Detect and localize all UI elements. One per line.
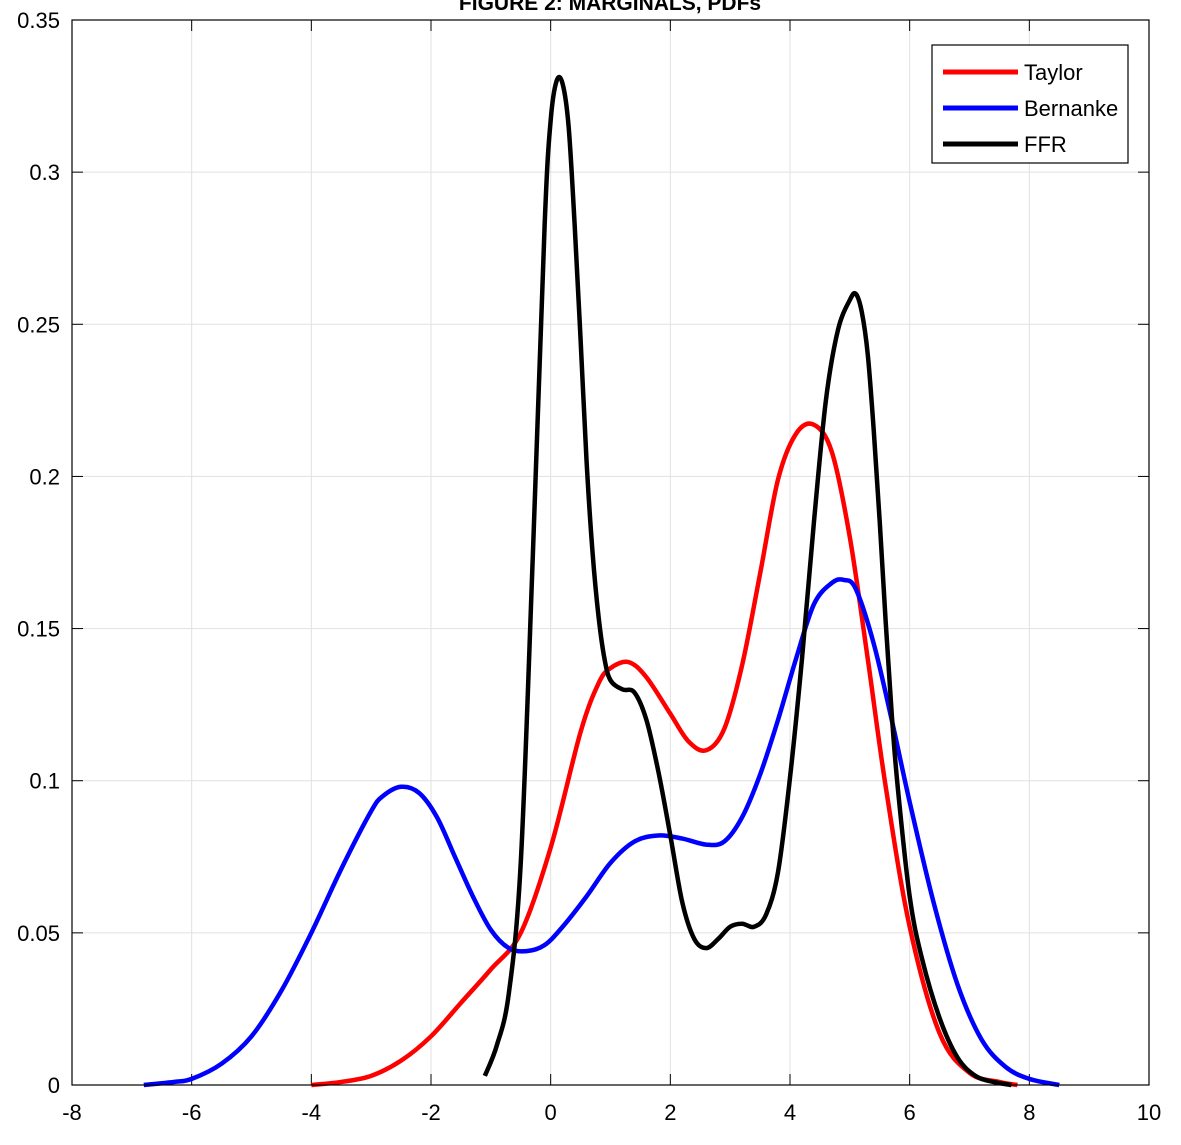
y-tick-label: 0.05 bbox=[17, 921, 60, 946]
plot-frame bbox=[71, 19, 1150, 1086]
y-tick-label: 0.1 bbox=[29, 769, 60, 794]
x-tick-label: 4 bbox=[784, 1100, 796, 1125]
x-tick-label: -6 bbox=[182, 1100, 202, 1125]
legend: Taylor Bernanke FFR bbox=[931, 44, 1129, 164]
series-line-ffr bbox=[482, 74, 1012, 1088]
series-line-bernanke bbox=[143, 577, 1060, 1088]
x-tick-label: -2 bbox=[421, 1100, 441, 1125]
x-tick-label: 0 bbox=[545, 1100, 557, 1125]
x-tick-label: -8 bbox=[62, 1100, 82, 1125]
y-tick-label: 0.25 bbox=[17, 312, 60, 337]
y-tick-labels: 0 0.05 0.1 0.15 0.2 0.25 0.3 0.35 bbox=[17, 8, 60, 1098]
chart-title: FIGURE 2: MARGINALS, PDFs bbox=[459, 0, 761, 15]
x-tick-labels: -8 -6 -4 -2 0 2 4 6 8 10 bbox=[62, 1100, 1161, 1125]
x-tick-label: 8 bbox=[1023, 1100, 1035, 1125]
plot-background bbox=[72, 20, 1149, 1085]
y-tick-label: 0 bbox=[48, 1073, 60, 1098]
legend-label-ffr: FFR bbox=[1024, 132, 1067, 157]
legend-label-bernanke: Bernanke bbox=[1024, 96, 1118, 121]
y-tick-label: 0.35 bbox=[17, 8, 60, 33]
y-tick-label: 0.2 bbox=[29, 464, 60, 489]
y-tick-label: 0.15 bbox=[17, 617, 60, 642]
legend-label-taylor: Taylor bbox=[1024, 60, 1083, 85]
series-line-taylor bbox=[311, 421, 1018, 1088]
x-tick-label: 2 bbox=[664, 1100, 676, 1125]
x-tick-label: 6 bbox=[904, 1100, 916, 1125]
series-lines bbox=[143, 74, 1060, 1088]
y-tick-label: 0.3 bbox=[29, 160, 60, 185]
x-tick-label: -4 bbox=[302, 1100, 322, 1125]
x-tick-label: 10 bbox=[1137, 1100, 1161, 1125]
